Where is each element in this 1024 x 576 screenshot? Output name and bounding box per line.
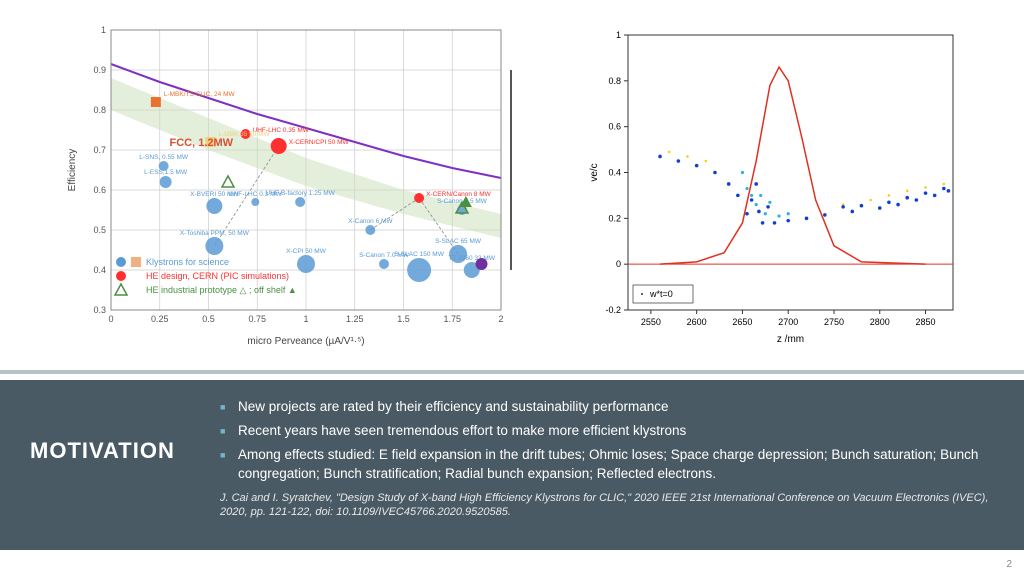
svg-text:1: 1 [101,25,106,35]
charts-row: 0 0.25 0.5 0.75 1 1.25 1.5 1.75 2 0.3 0.4 0.5 0.6 0.7… [0,0,1024,370]
svg-text:Klystrons for science: Klystrons for science [146,257,229,267]
svg-text:0: 0 [108,314,113,324]
svg-text:0.6: 0.6 [93,185,106,195]
divider-vline [510,70,512,270]
vec-svg: 2550 2600 2650 2700 2750 2800 2850 -0.2 0 0.2 0.4 0… [583,20,963,350]
svg-text:L-SNS, 0.55 MW: L-SNS, 0.55 MW [139,154,189,161]
svg-text:z /mm: z /mm [777,334,804,345]
svg-text:1: 1 [303,314,308,324]
svg-text:0.8: 0.8 [93,105,106,115]
efficiency-svg: 0 0.25 0.5 0.75 1 1.25 1.5 1.75 2 0.3 0.4 0.5 0.6 0.7… [61,20,511,350]
svg-text:2: 2 [498,314,503,324]
bullet-3: Among effects studied: E field expansion… [220,446,994,482]
svg-text:0: 0 [616,259,621,269]
bullet-1: New projects are rated by their efficien… [220,398,994,416]
svg-text:Efficiency: Efficiency [67,149,78,192]
svg-text:0.5: 0.5 [93,225,106,235]
svg-text:2800: 2800 [870,317,890,327]
svg-text:2850: 2850 [916,317,936,327]
svg-text:2650: 2650 [732,317,752,327]
svg-text:0.4: 0.4 [608,168,621,178]
svg-text:1: 1 [616,30,621,40]
svg-text:-0.2: -0.2 [605,305,621,315]
svg-text:L-ESS,1.5 MW: L-ESS,1.5 MW [144,169,188,176]
svg-text:UHF-B-factory 1.25 MW: UHF-B-factory 1.25 MW [265,190,335,197]
svg-text:X-CPI 50 MW: X-CPI 50 MW [286,248,327,255]
vec-chart: 2550 2600 2650 2700 2750 2800 2850 -0.2 0 0.2 0.4 0… [583,20,963,350]
svg-text:X-CERN/CPI 50 MW: X-CERN/CPI 50 MW [289,139,350,146]
svg-text:S-SLAC 65 MW: S-SLAC 65 MW [435,238,482,245]
svg-text:0.4: 0.4 [93,265,106,275]
svg-text:TT 2960 33 MW: TT 2960 33 MW [449,255,496,262]
svg-text:HE industrial prototype △ ; of: HE industrial prototype △ ; off shelf ▲ [146,285,297,295]
efficiency-chart: 0 0.25 0.5 0.75 1 1.25 1.5 1.75 2 0.3 0.4 0.5 0.6 0.7… [61,20,511,350]
svg-text:1.5: 1.5 [397,314,410,324]
svg-text:2600: 2600 [687,317,707,327]
page-number: 2 [1006,559,1012,570]
svg-text:1.25: 1.25 [346,314,364,324]
svg-text:0.7: 0.7 [93,145,106,155]
svg-text:micro Perveance (µA/V¹·⁵): micro Perveance (µA/V¹·⁵) [247,336,364,347]
svg-text:2750: 2750 [824,317,844,327]
citation: J. Cai and I. Syratchev, "Design Study o… [220,491,994,520]
svg-text:0.2: 0.2 [608,213,621,223]
svg-text:X-Toshiba PPM, 50 MW: X-Toshiba PPM, 50 MW [180,230,250,237]
svg-text:HE design, CERN (PIC simulatio: HE design, CERN (PIC simulations) [146,271,289,281]
svg-text:0.5: 0.5 [202,314,215,324]
motivation-content: New projects are rated by their efficien… [220,398,994,519]
svg-text:1.75: 1.75 [443,314,461,324]
svg-text:2700: 2700 [778,317,798,327]
svg-text:0.25: 0.25 [151,314,169,324]
svg-text:0.8: 0.8 [608,76,621,86]
svg-text:X-Canon 6 MW: X-Canon 6 MW [348,218,393,225]
svg-text:0.75: 0.75 [248,314,266,324]
svg-text:ve/c: ve/c [589,163,600,181]
svg-text:2550: 2550 [641,317,661,327]
motivation-list: New projects are rated by their efficien… [220,398,994,483]
svg-text:S-SLAC 150 MW: S-SLAC 150 MW [394,251,444,258]
svg-text:L-MBK/TS CLIC, 24 MW: L-MBK/TS CLIC, 24 MW [164,91,236,98]
motivation-block: MOTIVATION New projects are rated by the… [0,380,1024,550]
svg-text:0.9: 0.9 [93,65,106,75]
svg-text:0.3: 0.3 [93,305,106,315]
svg-text:0.6: 0.6 [608,122,621,132]
svg-text:FCC, 1.2MW: FCC, 1.2MW [170,137,234,149]
svg-text:X-CERN/Canon 8 MW: X-CERN/Canon 8 MW [426,191,492,198]
svg-text:w*t=0: w*t=0 [649,289,673,299]
divider-bar [0,370,1024,374]
bullet-2: Recent years have seen tremendous effort… [220,422,994,440]
motivation-title: MOTIVATION [30,398,190,464]
